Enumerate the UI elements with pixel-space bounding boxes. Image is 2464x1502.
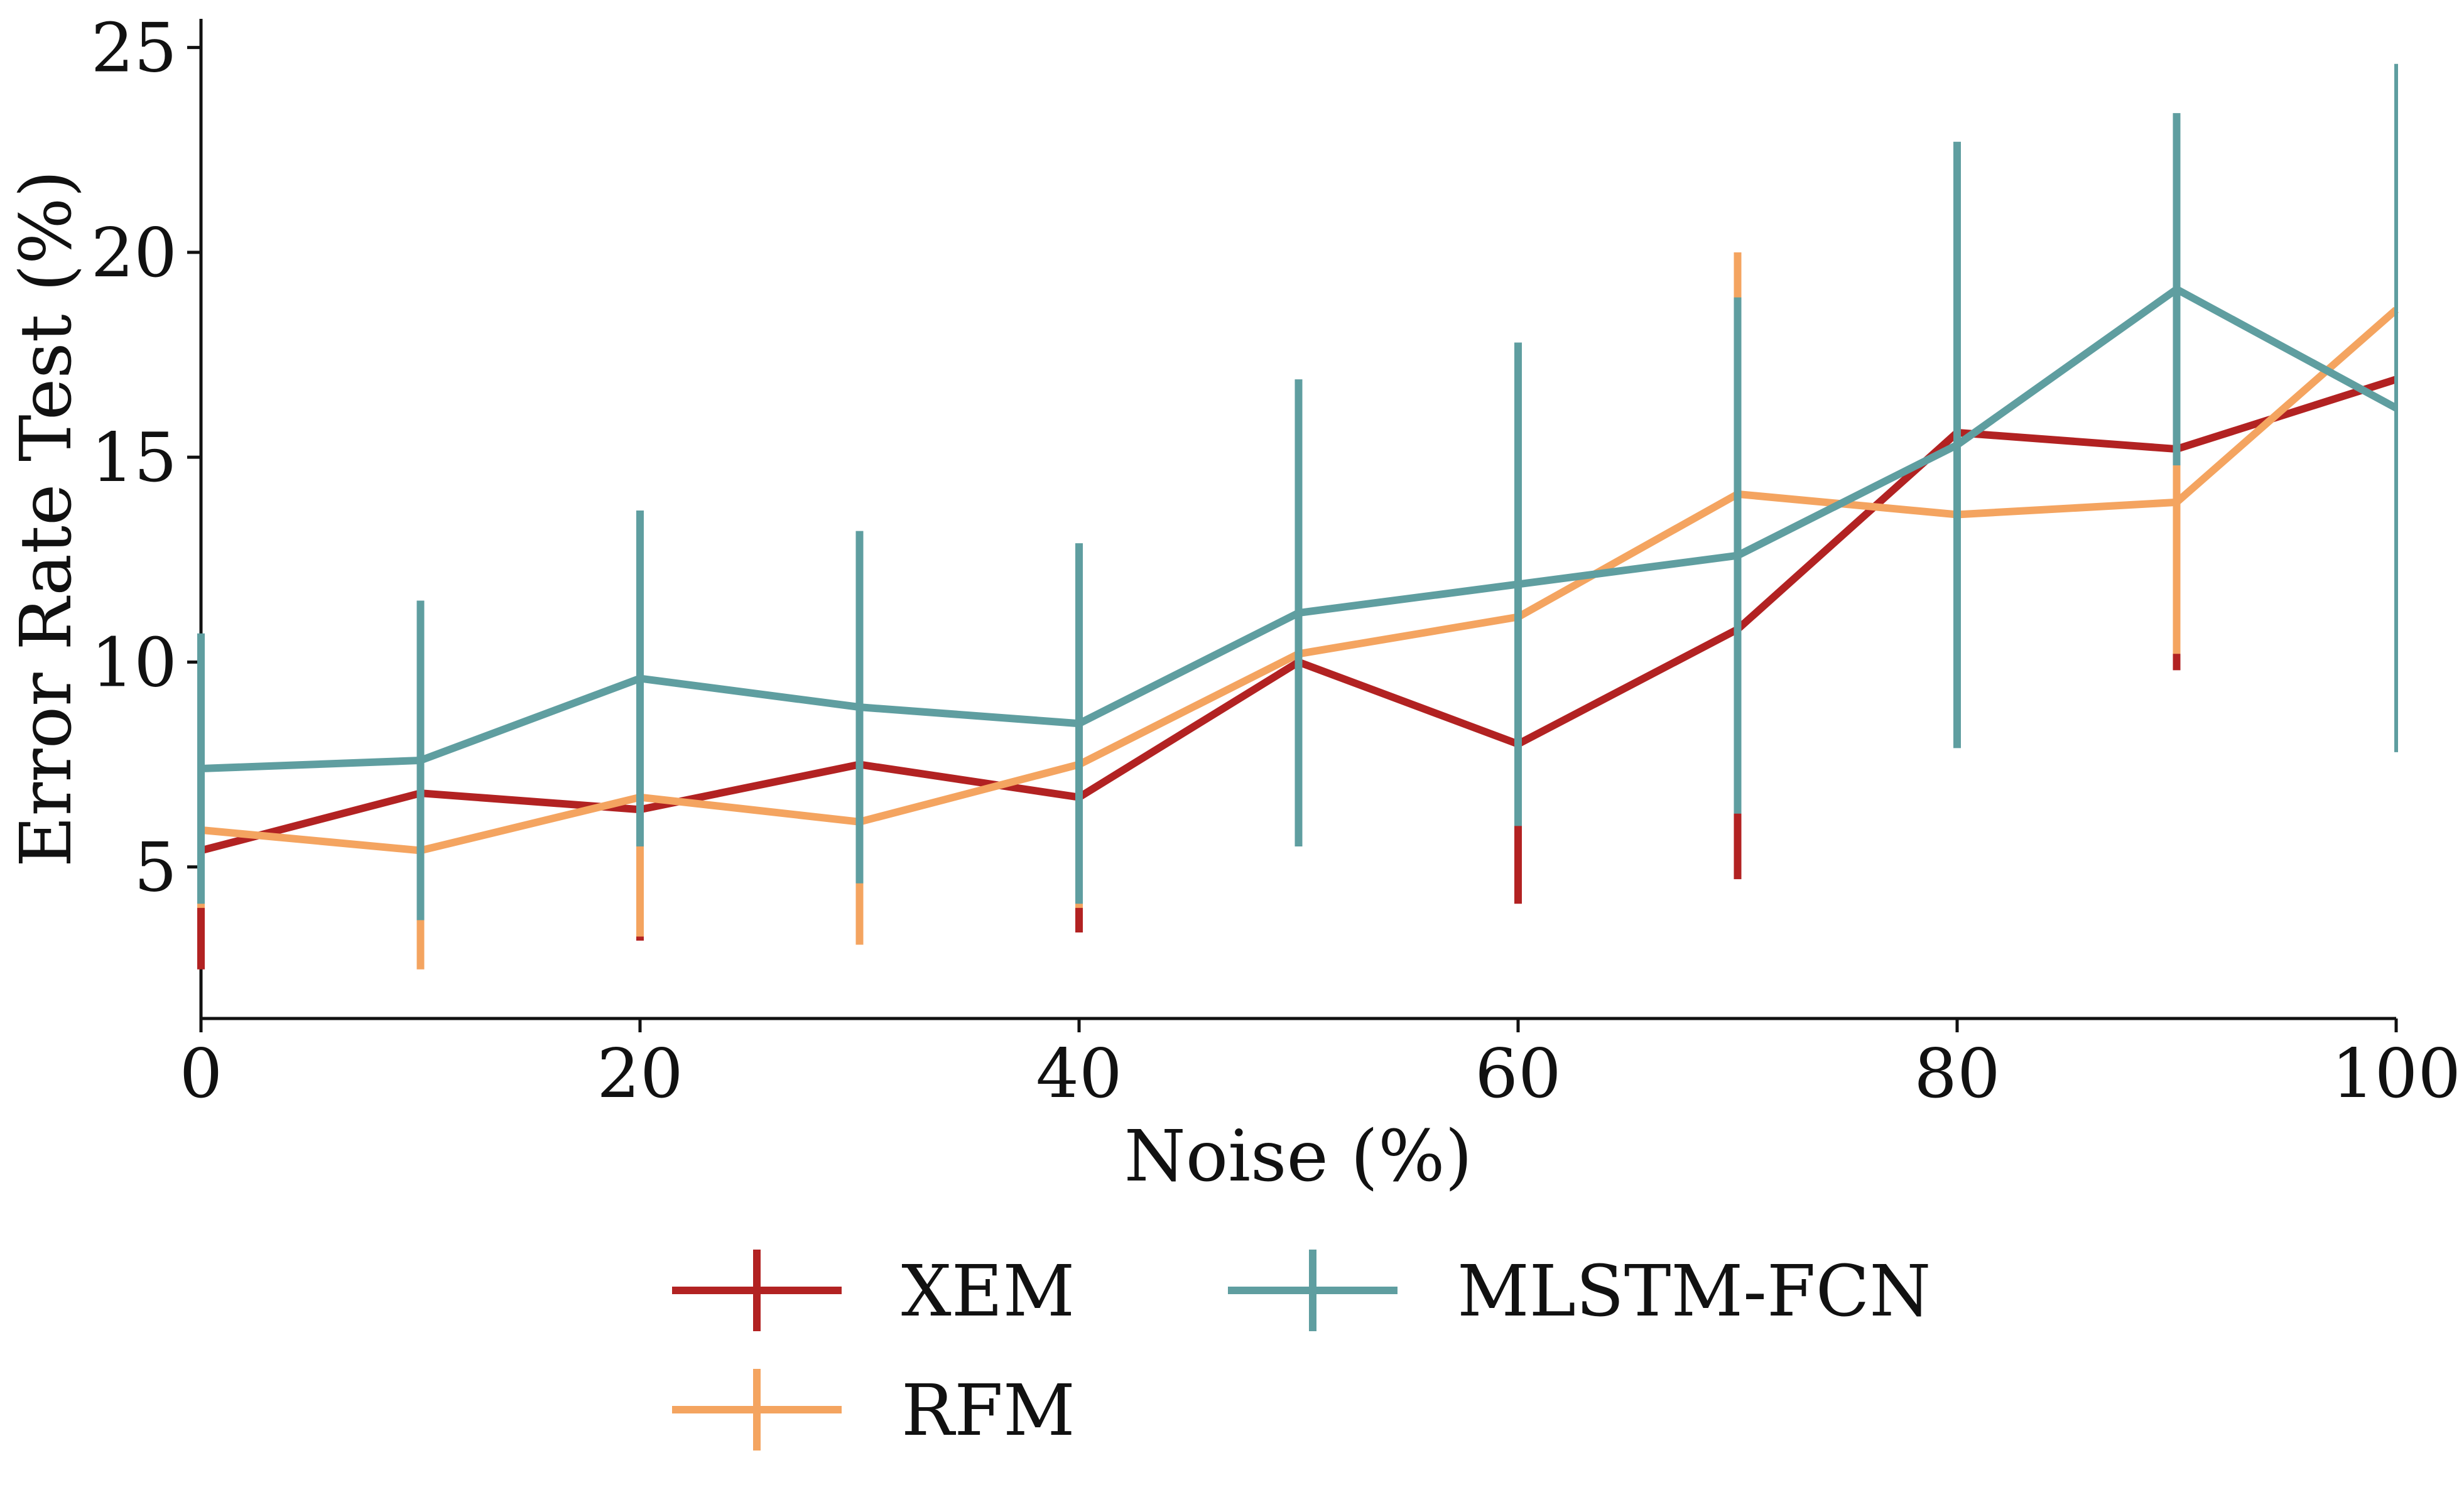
y-tick-label: 25 [91, 9, 177, 88]
y-axis-title: Error Rate Test (%) [6, 170, 87, 867]
y-tick-label: 15 [91, 419, 177, 497]
x-tick-label: 80 [1914, 1035, 2000, 1113]
legend-item-rfm: RFM [672, 1369, 1075, 1452]
legend-item-mlstm-fcn: MLSTM-FCN [1228, 1250, 1931, 1332]
ticks: 0 20 40 60 80 100 5 10 15 20 25 [91, 9, 2461, 1113]
y-tick-label: 5 [134, 829, 177, 907]
x-tick-label: 60 [1475, 1035, 1561, 1113]
line-mlstm-fcn [200, 284, 2398, 772]
x-tick-label: 100 [2331, 1035, 2461, 1113]
x-tick-label: 20 [597, 1035, 683, 1113]
y-tick-label: 10 [91, 624, 177, 702]
x-tick-label: 40 [1036, 1035, 1122, 1113]
legend-label: XEM [901, 1251, 1075, 1332]
series-mlstm-fcn [197, 63, 2398, 921]
legend: XEM RFM MLSTM-FCN [672, 1250, 1931, 1452]
y-tick-label: 20 [91, 214, 177, 293]
legend-label: MLSTM-FCN [1457, 1251, 1931, 1332]
legend-item-xem: XEM [672, 1250, 1075, 1332]
legend-label: RFM [901, 1370, 1075, 1452]
x-tick-label: 0 [180, 1035, 223, 1113]
series-layer [197, 63, 2399, 970]
x-axis-title: Noise (%) [1124, 1116, 1472, 1197]
